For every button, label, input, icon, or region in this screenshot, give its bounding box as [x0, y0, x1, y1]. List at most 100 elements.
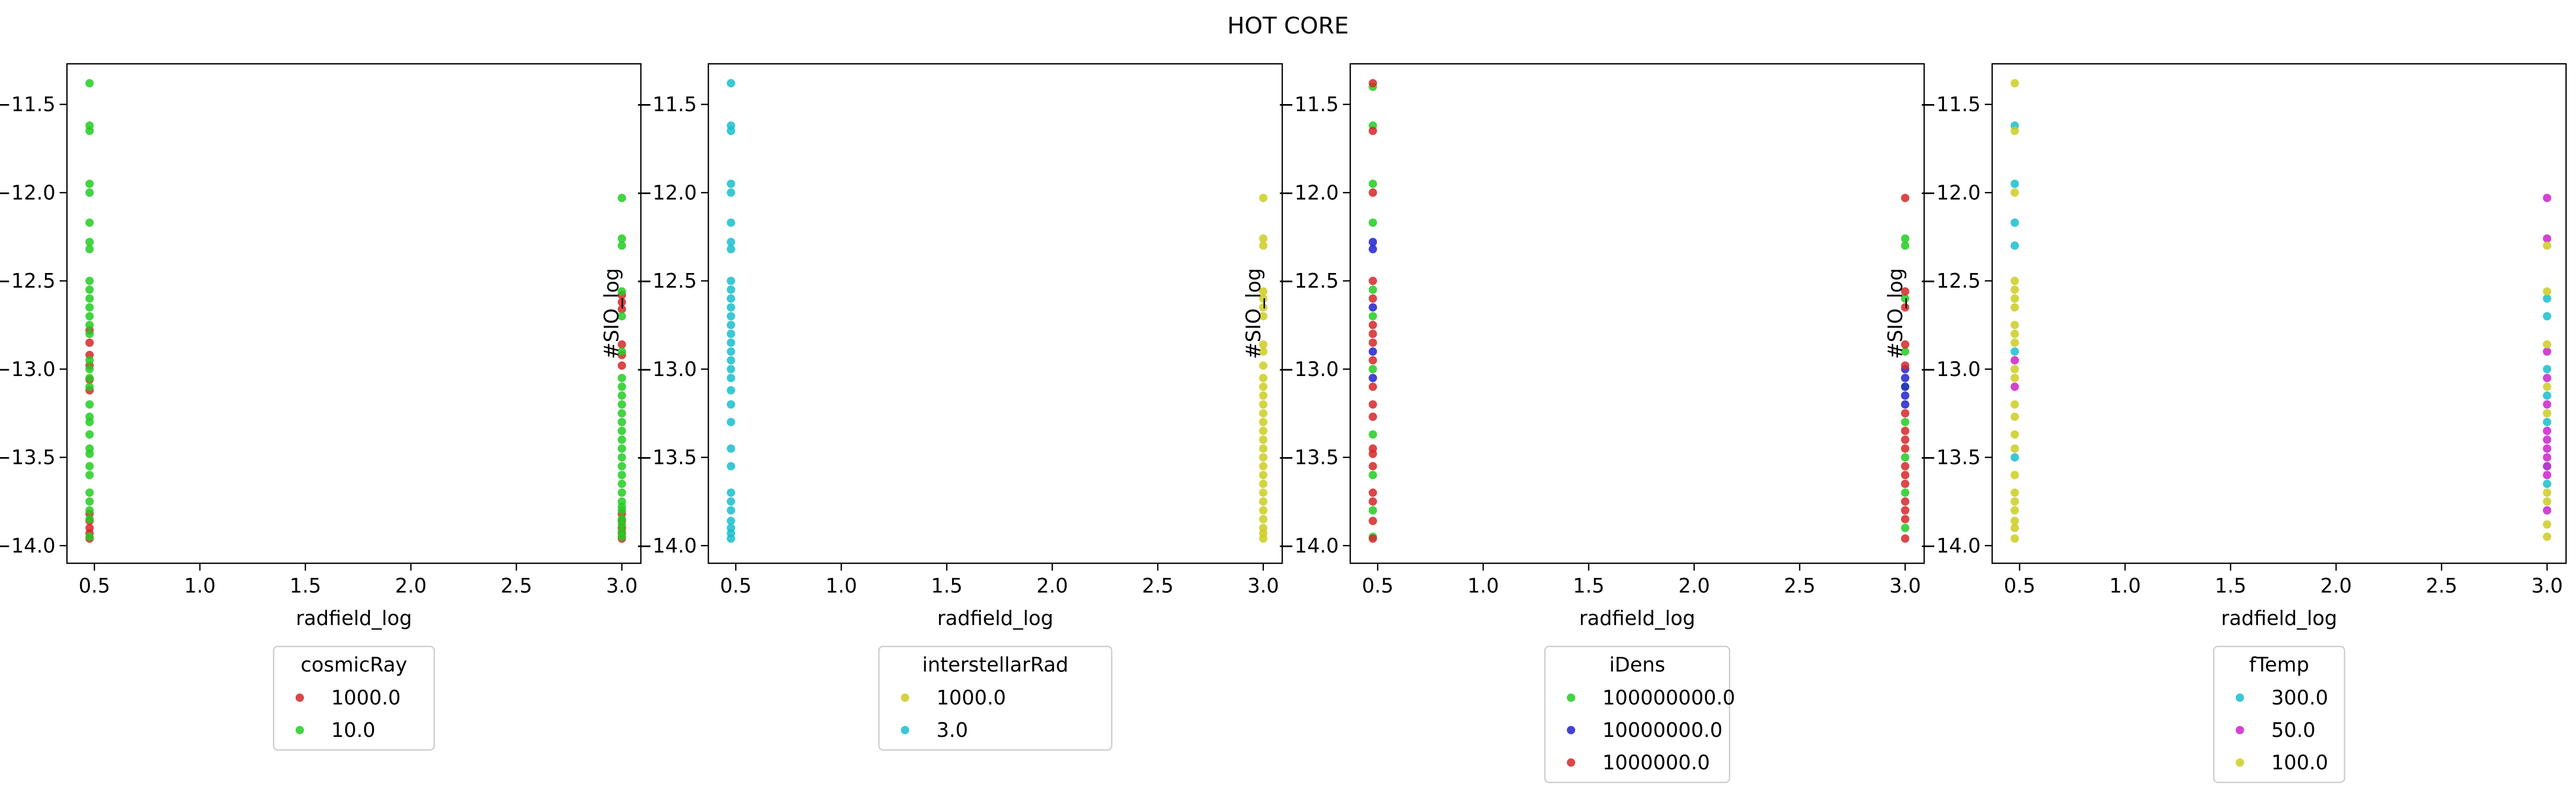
data-point — [85, 338, 94, 347]
y-tick-label: −12.5 — [0, 269, 55, 292]
data-point — [2010, 127, 2019, 135]
data-point — [85, 506, 94, 515]
data-point — [1369, 356, 1377, 365]
legend-entry: 1000.0 — [331, 686, 401, 709]
data-point — [2543, 409, 2551, 418]
data-point — [617, 520, 626, 529]
data-point — [727, 237, 736, 246]
x-tick-label: 1.0 — [184, 574, 216, 597]
y-tick-label: −12.0 — [0, 181, 55, 204]
series-1 — [85, 291, 626, 543]
data-point — [2010, 430, 2019, 439]
x-tick-label: 1.5 — [931, 574, 963, 597]
series-1 — [1259, 194, 1268, 543]
data-point — [85, 449, 94, 458]
legend-marker — [296, 726, 304, 734]
data-point — [85, 488, 94, 497]
legend-entry: 100.0 — [2272, 751, 2329, 774]
data-point — [1259, 515, 1268, 524]
data-point — [1369, 179, 1377, 188]
data-point — [617, 287, 626, 296]
x-tick-label: 2.0 — [2320, 574, 2352, 597]
y-tick-label: −12.0 — [1920, 181, 1981, 204]
data-point — [1369, 497, 1377, 506]
legend: interstellarRad 1000.0 3.0 — [878, 645, 1113, 751]
x-tick-label: 2.0 — [395, 574, 426, 597]
legend-box — [1544, 645, 1731, 783]
data-point — [1901, 347, 1910, 356]
data-point — [727, 277, 736, 286]
data-point — [85, 497, 94, 506]
series-2 — [1369, 237, 1910, 409]
x-axis-label: radfield_log — [296, 607, 412, 630]
data-point — [1259, 287, 1268, 296]
legend-marker — [1567, 693, 1575, 702]
y-tick-label: −11.5 — [1278, 93, 1339, 116]
x-tick-label: 3.0 — [2531, 574, 2562, 597]
x-axis: 0.5 1.0 1.5 2.0 2.5 3.0 radfield_log — [78, 563, 638, 630]
data-point — [617, 409, 626, 418]
data-point — [1901, 426, 1910, 435]
data-point — [2010, 382, 2019, 391]
data-point — [85, 462, 94, 471]
legend-box — [2213, 645, 2345, 783]
legend-entry: 10000000.0 — [1602, 719, 1723, 742]
data-point — [1901, 409, 1910, 418]
data-point — [85, 179, 94, 188]
data-point — [2543, 435, 2551, 444]
chart-panels: 0.5 1.0 1.5 2.0 2.5 3.0 radfield_log −11.5 −12.0… — [0, 63, 2567, 783]
y-tick-label: −12.5 — [636, 269, 697, 292]
subplot-2: 0.5 1.0 1.5 2.0 2.5 3.0 radfield_log −11.5 −12.0… — [600, 63, 1283, 751]
legend-title: cosmicRay — [301, 653, 408, 676]
data-point — [617, 298, 626, 306]
data-point — [727, 418, 736, 426]
data-points — [1369, 79, 1910, 543]
data-point — [2010, 79, 2019, 88]
data-point — [85, 418, 94, 426]
legend-marker — [2235, 693, 2244, 702]
data-point — [2010, 517, 2019, 525]
data-point — [1369, 188, 1377, 197]
series-1 — [2010, 121, 2551, 488]
data-point — [727, 127, 736, 135]
data-point — [2543, 400, 2551, 409]
x-axis-label: radfield_log — [2221, 607, 2337, 630]
data-point — [2010, 303, 2019, 312]
data-point — [1901, 361, 1910, 370]
series-2 — [2010, 194, 2551, 515]
data-point — [1259, 497, 1268, 506]
data-point — [1369, 312, 1377, 321]
x-tick-label: 1.0 — [1467, 574, 1499, 597]
data-point — [2543, 312, 2551, 321]
plot-frame — [1349, 63, 1925, 564]
data-point — [2010, 285, 2019, 294]
data-point — [727, 462, 736, 471]
data-point — [727, 444, 736, 453]
data-point — [2010, 506, 2019, 515]
data-point — [727, 179, 736, 188]
data-point — [1259, 361, 1268, 370]
x-tick-label: 2.5 — [1784, 574, 1815, 597]
data-point — [727, 245, 736, 254]
data-point — [1369, 365, 1377, 373]
data-point — [2010, 347, 2019, 356]
data-point — [85, 245, 94, 254]
data-point — [2010, 321, 2019, 329]
data-point — [2010, 338, 2019, 347]
data-point — [2010, 488, 2019, 497]
data-point — [85, 188, 94, 197]
data-point — [1901, 234, 1910, 243]
x-tick-label: 3.0 — [1247, 574, 1279, 597]
legend: iDens 100000000.0 10000000.0 1000000.0 — [1544, 645, 1735, 783]
data-point — [2543, 488, 2551, 497]
data-point — [2543, 480, 2551, 488]
legend-entry: 1000000.0 — [1602, 751, 1710, 774]
subplot-1: 0.5 1.0 1.5 2.0 2.5 3.0 radfield_log −11.5 −12.0… — [0, 63, 642, 751]
data-points — [85, 79, 626, 543]
data-point — [617, 480, 626, 488]
legend-marker — [901, 693, 909, 702]
series-3 — [1369, 79, 1910, 543]
data-point — [617, 340, 626, 349]
data-point — [2543, 462, 2551, 471]
data-point — [727, 517, 736, 525]
